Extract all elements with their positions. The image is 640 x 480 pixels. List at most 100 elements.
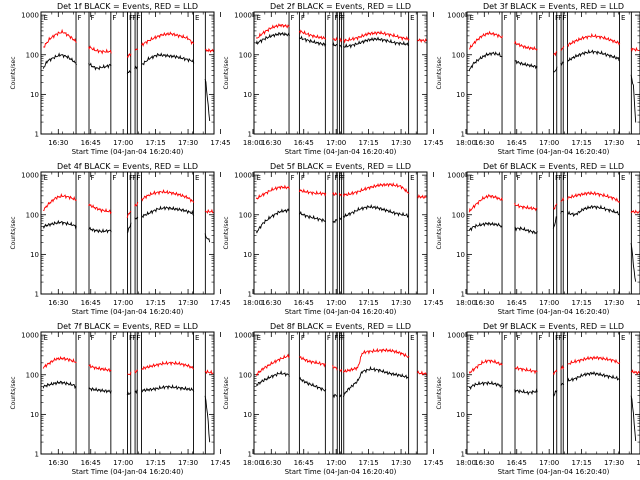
- x-tick-label: 17:15: [572, 299, 592, 307]
- x-tick-label: 17:00: [326, 299, 346, 307]
- annotation-label: F: [137, 14, 141, 22]
- y-tick-label: 1000: [21, 332, 39, 340]
- y-tick-label: 10: [243, 411, 252, 419]
- x-tick-label: 17:00: [539, 299, 559, 307]
- series-line-black: [255, 204, 409, 234]
- y-axis-label: Counts/sec: [223, 56, 230, 89]
- annotation-label: F: [327, 334, 331, 342]
- annotation-label: E: [257, 334, 261, 342]
- y-axis-label: Counts/sec: [436, 216, 443, 249]
- x-tick-label: 17:00: [113, 139, 133, 147]
- annotation-label: F: [137, 174, 141, 182]
- annotation-label: F: [291, 14, 295, 22]
- chart-title: Det 8f BLACK = Events, RED = LLD: [270, 322, 411, 331]
- y-axis-label: Counts/sec: [10, 56, 17, 89]
- annotation-label: E: [257, 14, 261, 22]
- y-tick-label: 1: [461, 451, 465, 459]
- annotation-label: F: [91, 14, 95, 22]
- panel-det-4: Det 4f BLACK = Events, RED = LLD Counts/s…: [10, 162, 263, 316]
- y-tick-label: 1: [461, 131, 465, 139]
- annotation-label: E: [410, 174, 414, 182]
- x-tick-label: 18:00: [243, 139, 263, 147]
- x-tick-label: 17:45: [423, 299, 443, 307]
- y-tick-label: 1000: [234, 12, 252, 20]
- x-tick-label: 16:30: [261, 299, 281, 307]
- chart-title: Det 5f BLACK = Events, RED = LLD: [270, 162, 411, 171]
- x-axis-label: Start Time (04-Jan-04 16:20:40): [285, 468, 397, 476]
- annotation-label: F: [91, 174, 95, 182]
- annotation-label: F: [504, 174, 508, 182]
- y-tick-label: 1000: [447, 172, 465, 180]
- y-tick-label: 100: [452, 371, 465, 379]
- y-tick-label: 10: [243, 91, 252, 99]
- x-tick-label: 17:45: [423, 139, 443, 147]
- x-axis-label: Start Time (04-Jan-04 16:20:40): [498, 308, 610, 316]
- y-tick-label: 10: [456, 91, 465, 99]
- annotation-label: E: [621, 334, 625, 342]
- x-tick-label: 18:00: [456, 299, 476, 307]
- chart-title: Det 1f BLACK = Events, RED = LLD: [57, 2, 198, 11]
- plot-frame: [466, 171, 640, 295]
- annotation-label: F: [341, 334, 345, 342]
- annotation-label: F: [341, 174, 345, 182]
- panel-det-8: Det 8f BLACK = Events, RED = LLD Counts/s…: [223, 322, 476, 476]
- annotation-label: E: [470, 174, 474, 182]
- series-line-black: [255, 31, 409, 49]
- y-tick-label: 10: [30, 251, 39, 259]
- annotation-label: F: [132, 334, 136, 342]
- y-tick-label: 10: [456, 251, 465, 259]
- x-tick-label: 17:00: [539, 459, 559, 467]
- x-tick-label: 16:30: [474, 459, 494, 467]
- x-tick-label: 18:00: [456, 459, 476, 467]
- annotation-label: F: [327, 174, 331, 182]
- series-line-black: [42, 380, 211, 443]
- chart-title: Det 2f BLACK = Events, RED = LLD: [270, 2, 411, 11]
- chart-title: Det 6f BLACK = Events, RED = LLD: [483, 162, 624, 171]
- x-tick-label: 17:30: [604, 299, 624, 307]
- x-tick-label: 17:00: [326, 459, 346, 467]
- y-axis-label: Counts/sec: [10, 216, 17, 249]
- x-axis-label: Start Time (04-Jan-04 16:20:40): [285, 148, 397, 156]
- x-tick-label: 16:30: [48, 139, 68, 147]
- y-axis-label: Counts/sec: [436, 376, 443, 409]
- x-tick-label: 17:45: [210, 299, 230, 307]
- y-tick-label: 1: [35, 291, 39, 299]
- x-tick-label: 18:00: [243, 459, 263, 467]
- y-tick-label: 1: [461, 291, 465, 299]
- annotation-label: F: [112, 334, 116, 342]
- series-line-red: [255, 23, 427, 44]
- series-line-red: [42, 355, 214, 376]
- x-tick-label: 16:45: [81, 139, 101, 147]
- x-tick-label: 17:15: [359, 459, 379, 467]
- annotation-label: F: [555, 334, 559, 342]
- x-tick-label: 16:45: [294, 139, 314, 147]
- y-tick-label: 10: [456, 411, 465, 419]
- x-tick-label: 17:45: [636, 459, 640, 467]
- chart-title: Det 3f BLACK = Events, RED = LLD: [483, 2, 624, 11]
- y-tick-label: 1: [35, 131, 39, 139]
- y-tick-label: 1000: [21, 172, 39, 180]
- annotation-label: F: [339, 174, 343, 182]
- x-tick-label: 17:30: [391, 139, 411, 147]
- x-tick-label: 17:30: [604, 459, 624, 467]
- y-tick-label: 1: [35, 451, 39, 459]
- annotation-label: F: [112, 174, 116, 182]
- annotation-label: F: [538, 334, 542, 342]
- plot-frame: [466, 11, 640, 135]
- annotation-label: F: [129, 14, 133, 22]
- plot-frame: [40, 331, 215, 455]
- y-tick-label: 100: [26, 211, 39, 219]
- annotation-label: E: [410, 14, 414, 22]
- y-tick-label: 1000: [234, 172, 252, 180]
- series-line-red: [255, 347, 427, 377]
- series-line-black: [468, 371, 637, 442]
- annotation-label: F: [555, 14, 559, 22]
- annotation-label: F: [301, 174, 305, 182]
- plot-frame: [40, 11, 215, 135]
- x-tick-label: 17:30: [391, 299, 411, 307]
- x-tick-label: 16:45: [507, 299, 527, 307]
- x-tick-label: 16:30: [261, 459, 281, 467]
- series-line-red: [468, 190, 640, 214]
- annotation-label: F: [504, 334, 508, 342]
